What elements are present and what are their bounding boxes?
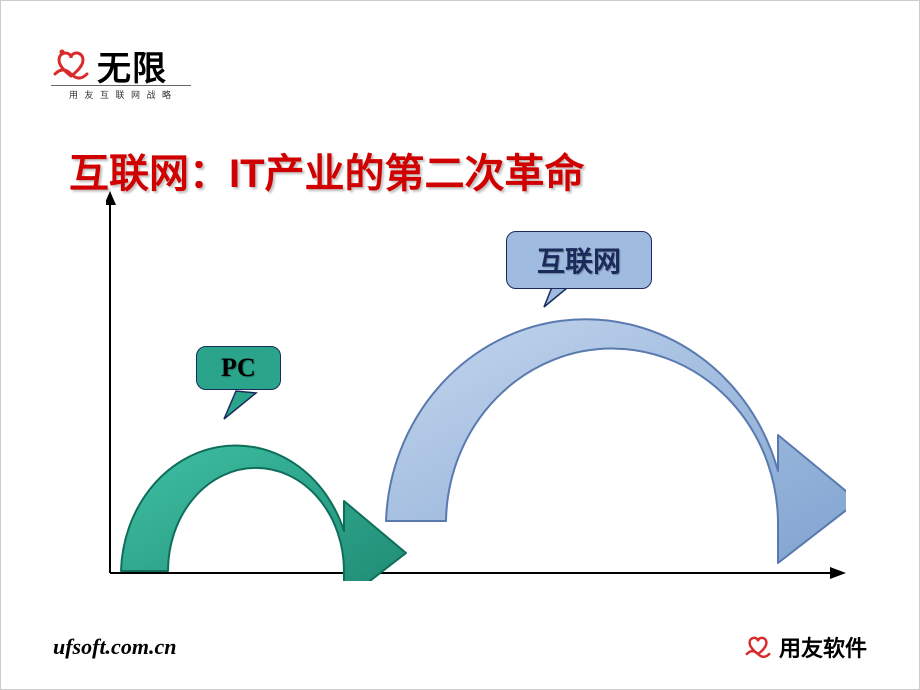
footer-company-text: 用友软件 — [779, 631, 867, 663]
arc-arrow-pc — [121, 445, 406, 581]
callout-tail-pc — [224, 391, 256, 419]
footer-heart-icon — [743, 633, 773, 661]
top-brand-text: 无限 — [97, 41, 167, 90]
callout-internet: 互联网 — [506, 231, 652, 289]
footer: ufsoft.com.cn 用友软件 — [1, 631, 919, 663]
top-brand-subtitle: 用 友 互 联 网 战 略 — [51, 85, 191, 101]
callout-pc: PC — [196, 346, 281, 390]
diagram-area: PC 互联网 — [106, 191, 846, 581]
callout-pc-label: PC — [221, 353, 256, 382]
callout-internet-label: 互联网 — [537, 247, 621, 278]
top-logo: 无限 用 友 互 联 网 战 略 — [51, 41, 167, 90]
footer-logo: 用友软件 — [743, 631, 867, 663]
slide-page: 无限 用 友 互 联 网 战 略 互联网：IT产业的第二次革命 — [0, 0, 920, 690]
heart-logo-icon — [51, 46, 91, 86]
footer-url: ufsoft.com.cn — [53, 634, 176, 660]
arc-arrow-internet — [386, 319, 846, 563]
